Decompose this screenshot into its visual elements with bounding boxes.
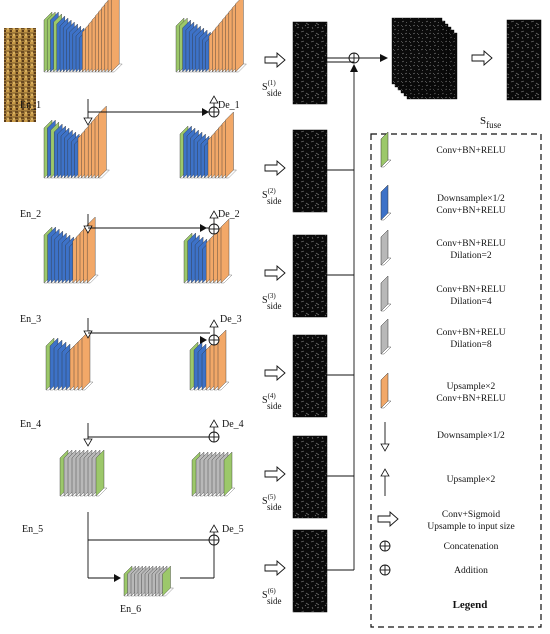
encoder-label: En_2 [20, 209, 41, 220]
decoder-block-1 [175, 0, 247, 73]
legend-item-text: Conv+Sigmoid [442, 510, 500, 520]
legend-item-text: Downsample×1/2 [437, 194, 505, 204]
legend-item-text: Conv+BN+RELU [436, 239, 505, 249]
upsample-arrow-icon [380, 468, 390, 477]
encoder-block-5 [59, 449, 108, 497]
legend-item-text: Conv+BN+RELU [436, 146, 505, 156]
legend-layer-swatch [380, 229, 392, 266]
side-output-map [292, 334, 328, 418]
downsample-arrowhead [83, 438, 93, 447]
conv-sigmoid-arrow-icon [264, 365, 286, 381]
encoder-block-4-layer [81, 329, 91, 391]
legend-item-text: Upsample×2 [447, 382, 496, 392]
encoder-label: En_5 [22, 524, 43, 535]
side-output-label: S(1) side [262, 79, 282, 98]
legend-box [370, 133, 542, 628]
encoder-block-2-layer [98, 105, 107, 179]
upsample-arrowhead [209, 210, 219, 219]
conv-sigmoid-arrow-icon [264, 265, 286, 281]
downsample-arrowhead [83, 117, 93, 126]
side-output-map [292, 435, 328, 519]
upsample-arrowhead [209, 95, 219, 104]
side-output-label: S(4) side [262, 392, 282, 411]
decoder-block-3-layer [220, 218, 230, 284]
side-output-map [292, 529, 328, 613]
encoder-label: En_1 [20, 100, 41, 111]
encoder-block-6 [123, 565, 174, 597]
decoder-block-4 [189, 329, 230, 391]
conv-sigmoid-arrow-icon [471, 50, 493, 66]
conv-sigmoid-arrow-icon [264, 52, 286, 68]
arrow-head-icon [114, 574, 121, 582]
legend-layer-swatch [380, 372, 392, 409]
side-output-label: S(3) side [262, 292, 282, 311]
decoder-block-3 [183, 218, 233, 284]
decoder-block-1-layer [235, 0, 244, 73]
legend-layer-swatch [380, 275, 392, 312]
decoder-label: De_1 [218, 100, 240, 111]
decoder-label: De_3 [220, 314, 242, 325]
legend-layer-swatch [380, 318, 392, 355]
decoder-block-5 [191, 451, 236, 497]
legend-layer-swatch [380, 184, 392, 221]
conv-sigmoid-arrow-icon [264, 466, 286, 482]
legend-item-text: Conv+BN+RELU [436, 206, 505, 216]
side-output-map [292, 21, 328, 105]
conv-sigmoid-arrow-icon [377, 511, 399, 527]
concatenated-map [391, 17, 443, 85]
upsample-arrowhead [209, 524, 219, 533]
fused-output-label: Sfuse [480, 115, 501, 130]
legend-item-text: Conv+BN+RELU [436, 394, 505, 404]
legend-item-text: Upsample to input size [427, 522, 514, 532]
legend-item-text: Downsample×1/2 [437, 431, 505, 441]
upsample-arrowhead [209, 319, 219, 328]
arrow-head-icon [200, 224, 207, 232]
decoder-label: De_4 [222, 419, 244, 430]
legend-item-text: Concatenation [444, 542, 499, 552]
decoder-block-2-layer [225, 111, 234, 179]
legend-item-text: Dilation=2 [450, 251, 491, 261]
side-output-map [292, 129, 328, 213]
encoder-label: En_6 [120, 604, 141, 615]
encoder-block-2 [43, 105, 110, 179]
encoder-label: En_4 [20, 419, 41, 430]
arrow-head-icon [202, 108, 209, 116]
legend-item-text: Conv+BN+RELU [436, 285, 505, 295]
encoder-block-1-layer [110, 0, 120, 73]
encoder-block-4 [45, 329, 94, 391]
decoder-label: De_5 [222, 524, 244, 535]
conv-sigmoid-arrow-icon [264, 560, 286, 576]
decoder-label: De_2 [218, 209, 240, 220]
encoder-block-1 [43, 0, 123, 73]
side-output-map [292, 234, 328, 318]
side-output-label: S(6) side [262, 587, 282, 606]
legend-layer-swatch [380, 131, 392, 168]
input-image [4, 28, 36, 122]
arrow-head-icon [200, 336, 207, 344]
upsample-arrowhead [209, 419, 219, 428]
encoder-label: En_3 [20, 314, 41, 325]
fused-output-map [506, 19, 542, 101]
legend-item-text: Addition [454, 566, 488, 576]
side-output-label: S(2) side [262, 187, 282, 206]
legend-item-text: Dilation=8 [450, 340, 491, 350]
legend-item-text: Upsample×2 [447, 475, 496, 485]
conv-sigmoid-arrow-icon [264, 160, 286, 176]
legend-title: Legend [453, 599, 488, 611]
downsample-arrow-icon [380, 443, 390, 452]
side-output-label: S(5) side [262, 493, 282, 512]
decoder-block-2 [179, 111, 237, 179]
encoder-block-3 [43, 216, 99, 284]
legend-item-text: Dilation=4 [450, 297, 491, 307]
legend-item-text: Conv+BN+RELU [436, 328, 505, 338]
